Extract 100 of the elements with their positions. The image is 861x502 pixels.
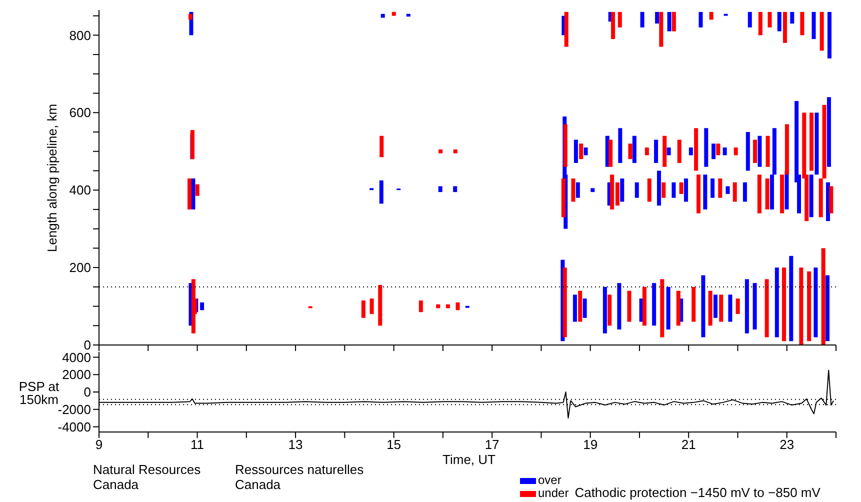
bar xyxy=(807,271,812,342)
bar xyxy=(632,136,636,163)
y-axis-title: Length along pipeline, km xyxy=(44,104,60,252)
bar xyxy=(666,286,670,330)
bar xyxy=(418,300,423,312)
bar xyxy=(446,304,450,308)
x-tick-label: 13 xyxy=(288,437,303,452)
bar xyxy=(753,140,758,163)
bar xyxy=(655,12,660,24)
legend-label: under xyxy=(537,486,569,500)
bar xyxy=(438,149,443,154)
bar xyxy=(656,170,661,206)
bar xyxy=(716,144,720,156)
x-tick-label: 17 xyxy=(484,437,500,452)
bar xyxy=(436,304,440,308)
bar xyxy=(744,279,749,334)
bar xyxy=(187,178,192,210)
bar xyxy=(582,298,587,318)
bar xyxy=(692,286,696,322)
bar xyxy=(757,174,762,214)
bar xyxy=(826,275,830,342)
bar xyxy=(590,188,595,192)
bar xyxy=(758,136,762,167)
bar xyxy=(709,12,714,20)
bar xyxy=(713,294,718,318)
bar xyxy=(814,112,819,175)
bar xyxy=(574,140,578,163)
y-axis-title: PSP at 150km xyxy=(18,379,60,407)
bar xyxy=(642,286,646,326)
x-axis-title: Time, UT xyxy=(442,452,496,467)
bar xyxy=(662,136,667,167)
x-tick-label: 21 xyxy=(681,437,696,452)
bar xyxy=(790,12,794,24)
bar xyxy=(584,147,588,156)
bar xyxy=(666,147,671,156)
bar xyxy=(704,128,708,167)
bar xyxy=(379,180,384,204)
bar xyxy=(722,147,727,156)
bar xyxy=(812,12,816,40)
bar xyxy=(456,302,460,310)
bar xyxy=(701,275,706,338)
bar xyxy=(777,12,782,32)
bar xyxy=(380,14,385,18)
bar xyxy=(438,186,442,192)
bar xyxy=(370,298,374,314)
bar xyxy=(758,12,762,36)
bar xyxy=(696,174,701,214)
bar xyxy=(774,268,779,338)
bar xyxy=(780,174,784,214)
x-tick-label: 19 xyxy=(583,437,598,452)
x-tick-label: 15 xyxy=(386,437,402,452)
bar xyxy=(728,294,732,322)
bar xyxy=(453,149,458,154)
bar xyxy=(782,268,786,342)
bar xyxy=(708,290,712,326)
bar xyxy=(827,12,832,58)
bar xyxy=(571,178,576,202)
bar xyxy=(814,268,818,338)
bar xyxy=(829,186,834,214)
bar xyxy=(789,256,794,342)
bar xyxy=(694,128,698,171)
bar xyxy=(188,14,192,20)
y-tick-label: 0 xyxy=(84,384,91,400)
bar xyxy=(742,182,747,202)
y-tick-label: -2000 xyxy=(58,402,91,418)
bar xyxy=(564,12,568,47)
bar xyxy=(752,283,757,330)
bar xyxy=(698,12,703,28)
bar xyxy=(679,182,684,194)
bar xyxy=(647,178,652,202)
bar xyxy=(572,294,577,322)
bar xyxy=(784,124,789,175)
bar xyxy=(406,14,410,17)
bar xyxy=(746,132,750,171)
y-tick-label: 2000 xyxy=(62,367,91,382)
bar xyxy=(765,178,770,210)
bar xyxy=(617,283,622,330)
x-tick-label: 23 xyxy=(780,437,794,452)
bar xyxy=(710,178,715,198)
bar xyxy=(660,279,664,338)
text: Cathodic protection −1450 mV to −850 mV xyxy=(574,485,820,500)
bar xyxy=(361,300,366,318)
bar xyxy=(563,124,568,167)
bar xyxy=(561,178,566,218)
y-tick-label: -4000 xyxy=(58,419,91,434)
x-tick-label: 9 xyxy=(95,437,103,452)
bar xyxy=(736,298,740,314)
y-tick-label: 400 xyxy=(69,182,91,198)
text: Ressources naturelles Canada xyxy=(235,462,365,492)
bar xyxy=(200,302,204,310)
bar xyxy=(810,112,814,171)
bar xyxy=(684,178,688,202)
bar xyxy=(392,12,396,16)
bar xyxy=(611,12,616,40)
bar xyxy=(662,182,666,198)
bar xyxy=(782,12,787,43)
bar xyxy=(644,147,649,156)
bar xyxy=(602,286,607,334)
bar xyxy=(676,290,680,326)
bar xyxy=(628,144,632,160)
